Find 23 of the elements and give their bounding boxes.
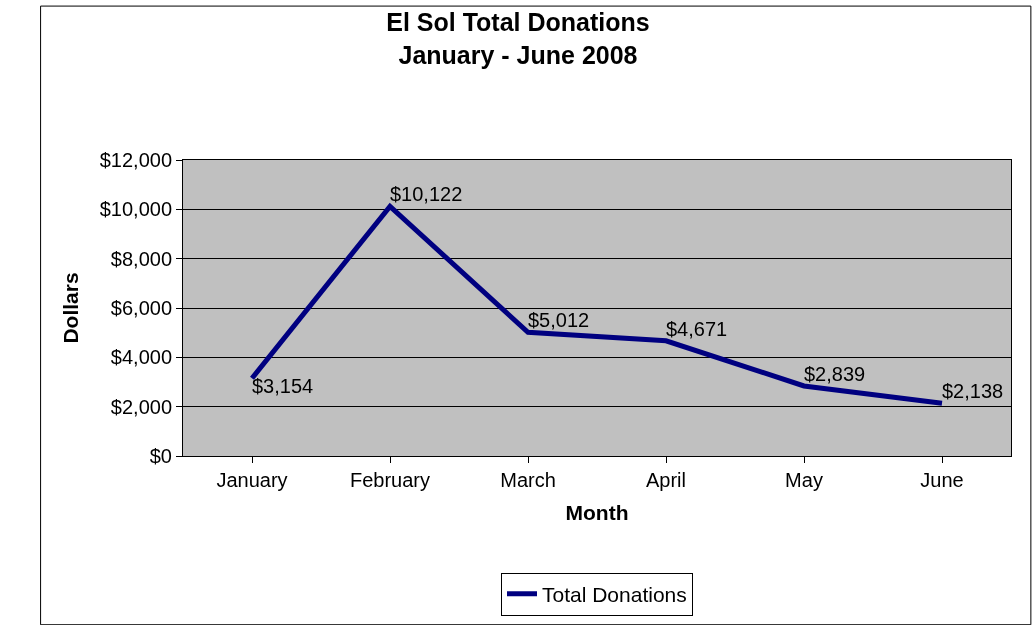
data-label: $3,154 — [252, 375, 314, 398]
y-tick-label: $2,000 — [110, 395, 172, 418]
x-tick-label: February — [349, 469, 431, 491]
y-tick-label: $8,000 — [110, 247, 172, 270]
data-label: $10,122 — [390, 183, 463, 206]
x-tick-label: January — [216, 469, 288, 491]
chart-title: El Sol Total Donations January - June 2008 — [386, 8, 650, 69]
y-tick-label: $4,000 — [110, 346, 172, 369]
legend-label: Total Donations — [542, 582, 687, 606]
data-label: $5,012 — [528, 309, 590, 332]
x-tick-label: June — [920, 469, 964, 491]
x-axis-title: Month — [565, 501, 629, 525]
data-label: $4,671 — [666, 317, 728, 340]
data-label: $2,839 — [804, 362, 866, 385]
x-tick-label: May — [785, 469, 823, 491]
y-tick-label: $10,000 — [99, 198, 172, 221]
y-axis-title: Dollars — [58, 272, 82, 344]
data-label: $2,138 — [942, 380, 1004, 403]
y-tick-label: $12,000 — [99, 149, 172, 171]
y-tick-label: $6,000 — [110, 297, 172, 319]
x-tick-label: April — [645, 469, 687, 491]
y-tick-label: $0 — [149, 445, 172, 467]
x-tick-label: March — [500, 469, 556, 491]
